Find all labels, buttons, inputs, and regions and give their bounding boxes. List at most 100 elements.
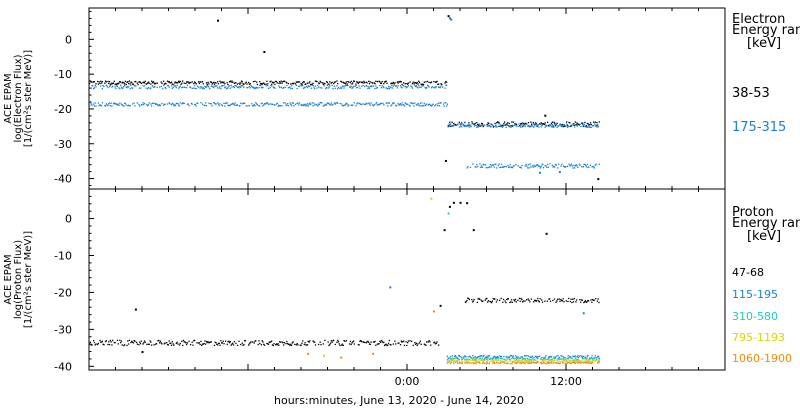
y-axis-label: [1/(cm²s ster MeV)] [23,231,34,328]
data-point [369,85,371,88]
data-point [292,341,294,343]
data-point [313,341,316,343]
data-point [131,81,133,84]
data-point [507,298,509,300]
data-point [90,344,92,346]
data-point [271,344,274,346]
data-point [484,356,487,359]
data-point [533,123,535,125]
data-point [497,164,499,167]
data-point [306,85,308,88]
data-point [471,359,473,362]
data-point [328,344,330,347]
data-point [573,124,576,126]
data-point [476,301,478,304]
data-point [352,85,355,88]
data-point [238,87,240,89]
data-point [460,124,462,126]
data-point [408,104,410,107]
data-point [585,125,588,127]
data-point [531,124,534,127]
data-point [391,102,394,104]
data-point [542,123,545,125]
data-point [422,83,424,85]
data-point [480,166,482,169]
data-point [482,124,484,126]
data-point [513,124,515,127]
data-point [436,341,438,343]
data-point [200,81,202,83]
data-point [381,85,383,87]
data-point [382,86,384,88]
data-point [112,82,114,85]
data-point [214,81,216,84]
data-point [513,360,515,363]
data-point [455,360,457,362]
data-point [592,362,594,364]
data-point [500,355,502,358]
data-point [585,356,587,359]
data-point [351,83,353,85]
data-point [204,85,206,88]
data-point [578,163,581,165]
data-point [534,358,536,361]
data-point [444,87,446,89]
data-point [504,359,507,361]
data-point [409,105,411,107]
data-point [456,124,458,126]
data-point [90,81,92,83]
data-point [510,355,512,357]
data-point [114,86,116,88]
data-point [476,356,479,358]
data-point [522,358,524,361]
data-point [537,297,539,300]
data-point [138,103,140,106]
data-point [522,300,525,302]
data-point [352,82,354,84]
data-point [230,81,232,83]
data-point [334,343,336,346]
data-point [488,361,491,363]
data-point [465,301,467,303]
data-point [565,358,567,361]
data-point [479,362,481,364]
data-point [172,343,174,345]
data-point [131,83,134,85]
data-point [565,125,567,127]
data-point [470,125,472,128]
data-point [95,343,97,345]
data-point [480,165,483,167]
data-point [368,86,370,88]
data-point [553,361,555,364]
data-point [174,85,176,87]
data-point [511,125,514,127]
data-point [162,80,165,82]
data-point [403,344,406,347]
data-point [290,343,292,345]
data-point [301,85,303,87]
data-point [337,88,339,90]
data-point [252,104,255,107]
data-point [113,341,115,344]
data-point [487,300,490,302]
data-point [271,85,273,87]
data-point [178,80,180,82]
data-point [205,343,207,345]
data-point [423,81,425,83]
data-point [432,103,434,105]
data-point [457,357,459,360]
data-point [505,165,507,168]
data-point [118,87,120,89]
data-point [331,84,333,87]
data-point [366,82,368,84]
data-point [575,164,577,166]
data-point [122,81,124,83]
data-point [566,357,569,359]
data-point [492,164,494,166]
data-point [578,361,581,364]
data-point [574,357,577,359]
data-point [308,82,310,84]
data-point [116,104,119,106]
data-point [291,342,294,344]
data-point [431,86,433,88]
